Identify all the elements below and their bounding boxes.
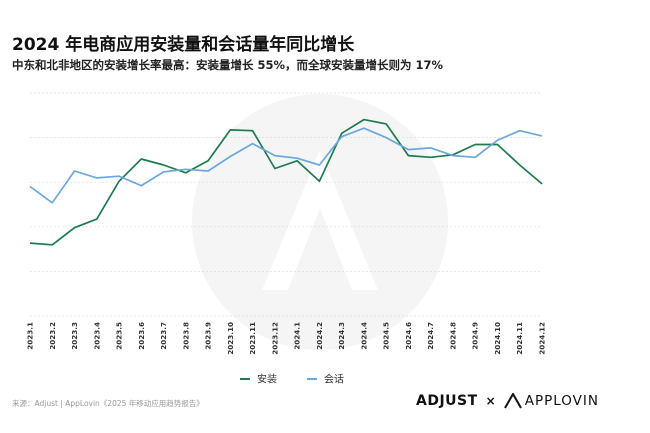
x-tick-label: 2024.8 — [448, 322, 457, 350]
chart-title: 2024 年电商应用安装量和会话量年同比增长 — [12, 35, 355, 55]
series-line-0 — [29, 118, 543, 246]
series-lines — [29, 118, 543, 246]
brand-logos: ADJUST × APPLOVIN — [416, 388, 636, 414]
source-note: 来源：Adjust | AppLovin《2025 年移动应用趋势报告》 — [12, 399, 204, 408]
x-axis-ticks: 2023.1 2023.2 2023.3 2023.4 2023.5 2023.6 2023… — [26, 322, 547, 355]
x-tick-label: 2024.3 — [337, 322, 346, 350]
x-tick-label: 2024.10 — [493, 322, 502, 355]
applovin-logo: APPLOVIN — [503, 393, 599, 409]
x-tick-label: 2023.5 — [115, 322, 124, 350]
adjust-logo: ADJUST — [416, 393, 478, 409]
x-tick-label: 2023.12 — [270, 322, 279, 355]
x-tick-label: 2023.11 — [248, 322, 257, 355]
x-tick-label: 2024.6 — [404, 322, 413, 350]
x-tick-label: 2023.3 — [70, 322, 79, 350]
x-tick-label: 2024.2 — [315, 322, 324, 350]
watermark-logo — [192, 94, 448, 350]
x-tick-label: 2023.4 — [92, 322, 101, 350]
x-tick-label: 2024.9 — [471, 322, 480, 350]
legend-label: 安装 — [257, 373, 277, 386]
x-tick-label: 2023.6 — [137, 322, 146, 350]
x-tick-label: 2024.11 — [515, 322, 524, 355]
separator-text: × — [485, 394, 496, 408]
x-tick-label: 2023.10 — [226, 322, 235, 355]
x-tick-label: 2023.1 — [26, 322, 35, 350]
legend: 安装 会话 — [240, 373, 344, 386]
x-tick-label: 2023.8 — [181, 322, 190, 350]
x-tick-label: 2023.2 — [48, 322, 57, 350]
x-tick-label: 2023.9 — [204, 322, 213, 350]
chart-subtitle: 中东和北非地区的安装增长率最高：安装量增长 55%，而全球安装量增长则为 17% — [12, 58, 444, 72]
x-tick-label: 2023.7 — [159, 322, 168, 350]
x-tick-label: 2024.5 — [382, 322, 391, 350]
gridlines — [30, 92, 542, 317]
x-tick-label: 2024.12 — [538, 322, 547, 355]
legend-label: 会话 — [324, 373, 344, 386]
applovin-icon — [503, 393, 522, 409]
applovin-wordmark: APPLOVIN — [524, 393, 599, 409]
x-tick-label: 2024.7 — [426, 322, 435, 350]
series-line-1 — [29, 127, 543, 204]
x-tick-label: 2024.4 — [359, 322, 368, 350]
x-tick-label: 2024.1 — [293, 322, 302, 350]
